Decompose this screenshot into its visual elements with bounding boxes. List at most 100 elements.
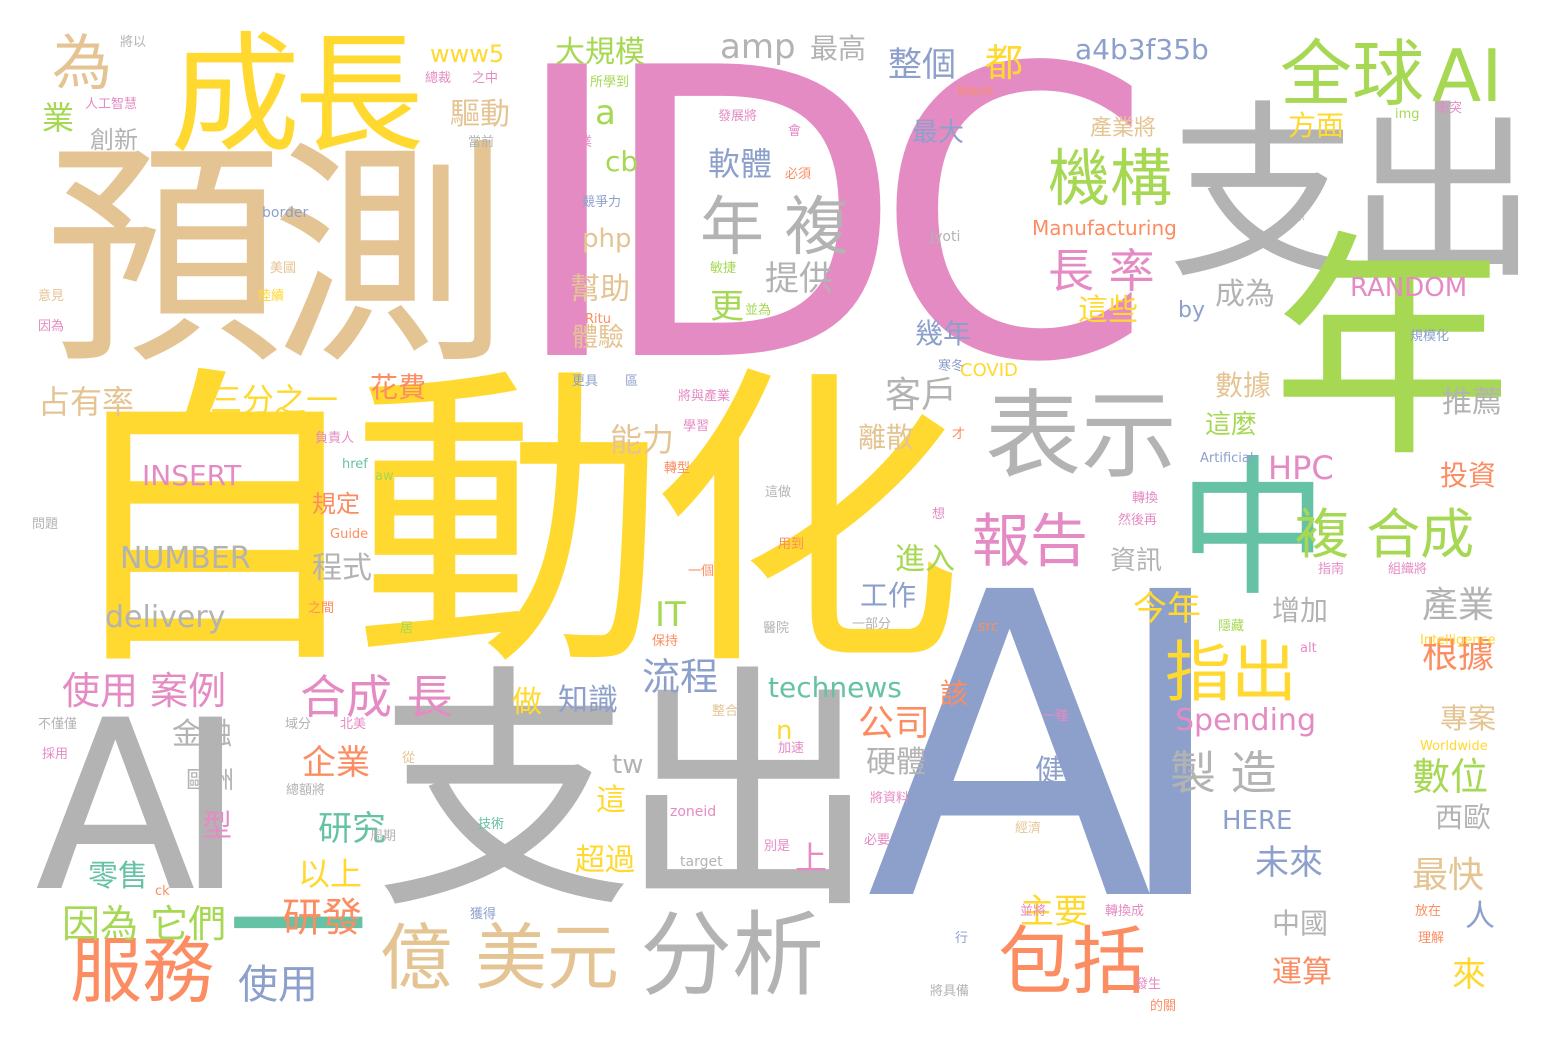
cloud-word: 一個	[688, 564, 715, 579]
cloud-word: 獲得	[470, 907, 497, 922]
cloud-word: 組織將	[1388, 562, 1428, 577]
cloud-word: 機構	[1048, 142, 1173, 215]
cloud-word: 研究	[318, 809, 386, 849]
cloud-word: 流程	[642, 655, 719, 699]
cloud-word: 合成 長	[300, 670, 453, 724]
cloud-word: 周期	[370, 829, 397, 844]
cloud-word: 將具備	[930, 984, 970, 999]
cloud-word: 最高	[810, 32, 867, 65]
cloud-word: 然後再	[1118, 513, 1158, 528]
cloud-word: 預測	[45, 120, 509, 397]
cloud-word: 複 合成	[1295, 503, 1475, 566]
cloud-word: 花費	[370, 371, 427, 404]
cloud-word: href	[342, 457, 368, 472]
cloud-word: 分析	[640, 902, 825, 1009]
cloud-word: 域分	[285, 717, 312, 732]
cloud-word: 公司	[858, 703, 931, 744]
cloud-word: 投資	[1440, 459, 1497, 492]
cloud-word: 西歐	[1435, 801, 1492, 834]
cloud-word: 運算	[1272, 955, 1332, 990]
cloud-word: 表示	[985, 380, 1177, 492]
cloud-word: AI	[866, 505, 1232, 994]
cloud-word: 支出	[375, 644, 877, 944]
cloud-word: 服務	[70, 929, 215, 1013]
cloud-word: 之中	[472, 71, 499, 86]
cloud-word: 以上	[298, 855, 363, 893]
cloud-word: 居	[400, 621, 414, 636]
cloud-word: 因為	[38, 319, 65, 334]
cloud-word: 數據	[1215, 369, 1272, 402]
cloud-word: amp	[720, 27, 796, 67]
cloud-word: 程式	[312, 551, 372, 586]
cloud-word: Guide	[330, 527, 369, 542]
cloud-word: 體驗	[572, 323, 625, 353]
cloud-word: tw	[612, 750, 644, 780]
cloud-word: 更具	[572, 374, 599, 389]
cloud-word: 指出	[1165, 634, 1297, 711]
cloud-word: COVID	[960, 360, 1018, 381]
cloud-word: 專案	[1440, 702, 1497, 735]
cloud-word: 發生	[1135, 977, 1162, 992]
cloud-word: delivery	[105, 600, 226, 635]
cloud-word: 知識	[558, 683, 618, 718]
cloud-word: 增加	[1272, 594, 1329, 627]
cloud-word: 別是	[764, 839, 791, 854]
cloud-word: 年	[1272, 210, 1513, 490]
cloud-word: 區	[625, 374, 639, 389]
cloud-word: 更	[710, 287, 744, 327]
cloud-word: 人	[1465, 899, 1495, 934]
cloud-word: 總額將	[286, 783, 326, 798]
cloud-word: 提供	[765, 259, 833, 299]
cloud-word: 不僅僅	[38, 717, 78, 732]
cloud-word: n	[776, 716, 793, 746]
cloud-word: NUMBER	[120, 541, 251, 576]
cloud-word: 占有率	[38, 383, 135, 421]
cloud-word: img	[1395, 107, 1420, 122]
cloud-word: 意見	[38, 289, 65, 304]
cloud-word: 該	[940, 677, 969, 710]
cloud-word: 整個	[888, 45, 956, 85]
cloud-word: 方面	[1288, 109, 1345, 142]
cloud-word: 敏捷	[710, 261, 737, 276]
cloud-word: 產業將	[1090, 116, 1157, 141]
cloud-word: 上	[795, 839, 828, 877]
cloud-word: 客戶	[885, 375, 958, 416]
cloud-word: 規模化	[1410, 329, 1450, 344]
cloud-word: Spending	[1175, 703, 1316, 738]
cloud-word: aw	[375, 469, 394, 484]
cloud-word: 驅動	[450, 97, 510, 132]
cloud-word: 包括	[998, 919, 1146, 1005]
cloud-word: 數位	[1412, 755, 1489, 799]
cloud-word: 問題	[32, 517, 59, 532]
cloud-word: 最大	[912, 118, 965, 148]
cloud-word: 學習	[683, 419, 710, 434]
cloud-word: 研發	[282, 895, 362, 941]
cloud-word: www	[1035, 792, 1099, 822]
cloud-word: 必須	[785, 167, 812, 182]
cloud-word: 放在	[1415, 904, 1442, 919]
cloud-word: 進入	[895, 542, 955, 577]
cloud-word: Artificial	[1200, 451, 1254, 466]
cloud-word: Jyoti	[930, 229, 961, 245]
cloud-word: 產業	[1422, 585, 1495, 626]
cloud-word: 健康	[1035, 754, 1095, 789]
cloud-word: 報告	[972, 507, 1089, 575]
cloud-word: 發展將	[718, 109, 758, 124]
cloud-word: RANDOM	[1350, 273, 1468, 303]
cloud-word: 成長	[170, 19, 424, 171]
cloud-word: 轉換成	[1105, 904, 1145, 919]
cloud-word: 必要	[864, 833, 891, 848]
cloud-word: php	[582, 224, 632, 254]
cloud-word: 幾年	[915, 317, 972, 350]
cloud-word: 中國	[1272, 907, 1329, 940]
cloud-word: 硬體	[866, 745, 926, 780]
cloud-word: 將資料	[870, 791, 910, 806]
cloud-word: ck	[155, 884, 170, 899]
cloud-word: 理解	[1418, 931, 1445, 946]
cloud-word: 自動化	[55, 342, 964, 708]
cloud-word: 採用	[42, 747, 69, 762]
cloud-word: 最快	[1412, 855, 1485, 896]
cloud-word: 競爭力	[582, 195, 622, 210]
cloud-word: HERE	[1222, 806, 1293, 836]
